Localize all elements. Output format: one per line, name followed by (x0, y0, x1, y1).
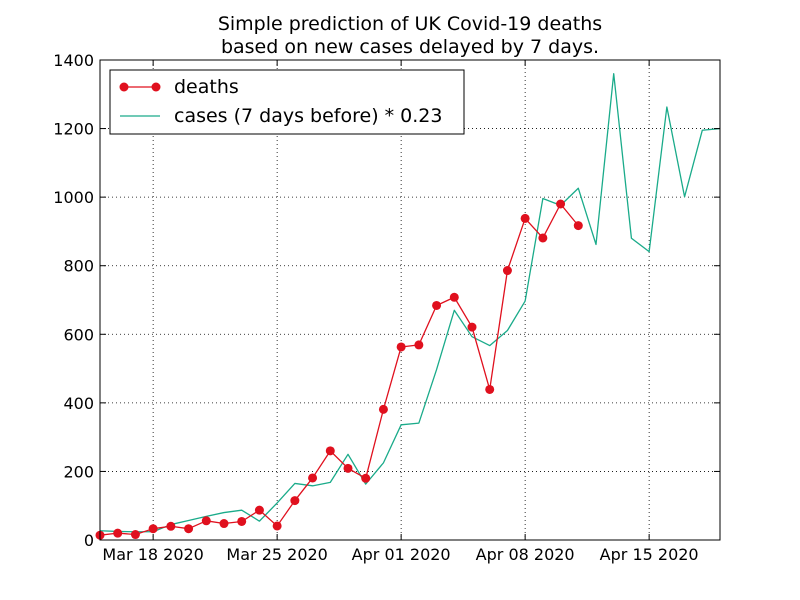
x-tick-label: Apr 15 2020 (600, 545, 699, 564)
deaths-point (361, 473, 371, 483)
x-tick-label: Apr 01 2020 (352, 545, 451, 564)
deaths-point (414, 340, 424, 350)
x-tick-label: Mar 18 2020 (102, 545, 203, 564)
legend-deaths-label: deaths (174, 76, 239, 98)
legend-deaths-marker-right (151, 82, 161, 92)
deaths-point (290, 496, 300, 506)
deaths-point (272, 521, 282, 531)
x-tick-label: Mar 25 2020 (226, 545, 327, 564)
legend-box (109, 69, 465, 135)
series-deaths (95, 199, 583, 540)
deaths-point (166, 521, 176, 531)
deaths-point (219, 519, 229, 529)
legend-cases-label: cases (7 days before) * 0.23 (174, 105, 443, 127)
y-tick-label: 600 (63, 325, 94, 344)
deaths-point (573, 221, 583, 231)
deaths-point (201, 516, 211, 526)
y-tick-label: 0 (84, 531, 94, 550)
deaths-point (254, 505, 264, 515)
chart-title: Simple prediction of UK Covid-19 deaths (218, 13, 602, 35)
deaths-point (148, 524, 158, 534)
deaths-line (99, 203, 579, 536)
deaths-point (432, 300, 442, 310)
legend: deaths cases (7 days before) * 0.23 (109, 69, 465, 135)
legend-deaths-marker-left (119, 82, 129, 92)
x-tick-label: Apr 08 2020 (476, 545, 575, 564)
deaths-point (502, 266, 512, 276)
deaths-point (130, 530, 140, 540)
series-layer (95, 73, 721, 540)
y-tick-label: 1200 (53, 120, 94, 139)
deaths-point (396, 342, 406, 352)
deaths-point (556, 199, 566, 209)
deaths-point (467, 322, 477, 332)
deaths-point (485, 384, 495, 394)
deaths-point (113, 528, 123, 538)
y-tick-label: 1400 (53, 51, 94, 70)
deaths-point (343, 463, 353, 473)
y-tick-label: 1000 (53, 188, 94, 207)
deaths-point (237, 516, 247, 526)
series-cases (99, 73, 721, 533)
deaths-point (520, 213, 530, 223)
chart-subtitle: based on new cases delayed by 7 days. (221, 36, 599, 58)
y-tick-label: 200 (63, 462, 94, 481)
plot-frame (99, 59, 721, 541)
deaths-point (325, 446, 335, 456)
deaths-point (449, 292, 459, 302)
deaths-point (184, 524, 194, 534)
deaths-point (378, 404, 388, 414)
cases-line (99, 73, 721, 533)
axis-ticks: 0 200 400 600 800 1000 1200 1400 Mar 18 2020 Mar … (53, 51, 720, 564)
deaths-point (308, 473, 318, 483)
y-tick-label: 800 (63, 257, 94, 276)
deaths-point (538, 233, 548, 243)
y-tick-label: 400 (63, 394, 94, 413)
